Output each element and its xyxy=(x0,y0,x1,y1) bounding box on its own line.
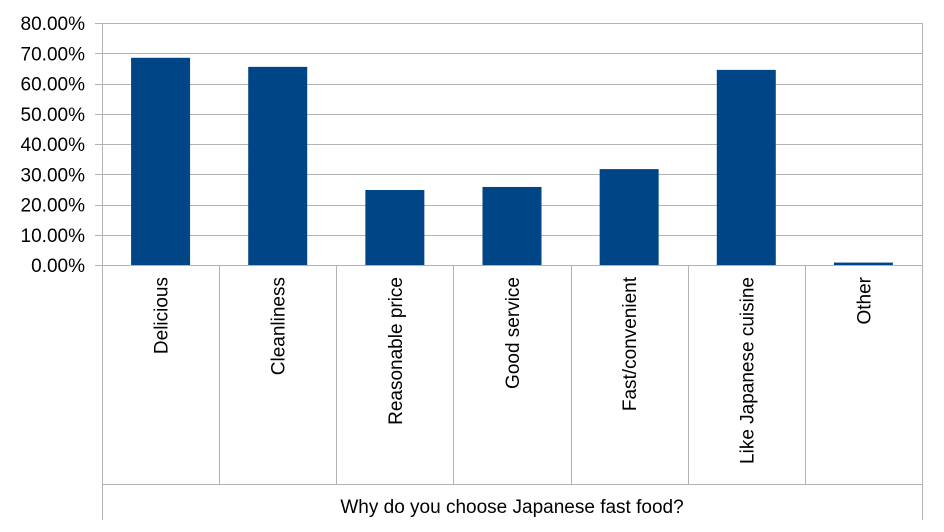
category-label-2: Reasonable price xyxy=(386,277,407,425)
bars xyxy=(131,57,893,265)
bar-2 xyxy=(365,189,425,265)
y-tick-label-1: 10.00% xyxy=(21,226,86,247)
y-tick-label-2: 20.00% xyxy=(21,196,86,217)
bar-4 xyxy=(599,169,659,265)
bar-6 xyxy=(833,262,893,265)
y-tick-label-7: 70.00% xyxy=(21,44,86,65)
y-tick-label-3: 30.00% xyxy=(21,165,86,186)
category-label-1: Cleanliness xyxy=(269,277,290,375)
category-label-0: Delicious xyxy=(152,277,173,354)
y-tick-label-0: 0.00% xyxy=(31,256,85,277)
x-axis-title: Why do you choose Japanese fast food? xyxy=(340,497,683,518)
bar-0 xyxy=(131,57,191,265)
gridlines xyxy=(95,23,923,520)
bar-5 xyxy=(716,69,776,265)
category-label-5: Like Japanese cuisine xyxy=(737,277,758,464)
y-tick-label-6: 60.00% xyxy=(21,75,86,96)
bar-3 xyxy=(482,186,542,265)
category-label-6: Other xyxy=(854,276,875,324)
category-label-4: Fast/convenient xyxy=(620,276,641,411)
y-tick-label-8: 80.00% xyxy=(21,14,86,35)
y-tick-label-4: 40.00% xyxy=(21,135,86,156)
bar-1 xyxy=(248,66,308,265)
category-label-3: Good service xyxy=(503,277,524,389)
x-axis-category-labels: Delicious Cleanliness Reasonable price Good… xyxy=(152,276,876,464)
y-tick-label-5: 50.00% xyxy=(21,105,86,126)
y-axis-tick-labels: 0.00% 10.00% 20.00% 30.00% 40.00% 50.00% 60.00… xyxy=(21,14,86,277)
